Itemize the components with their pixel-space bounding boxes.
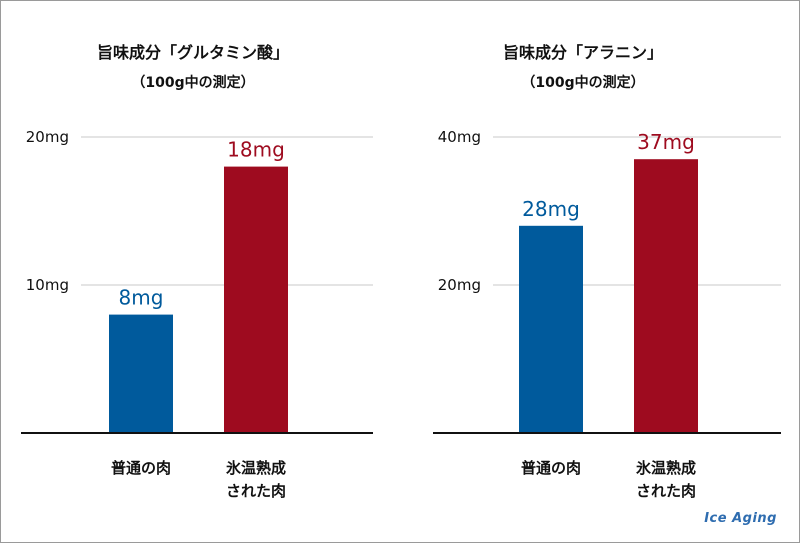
watermark-logo: Ice Aging — [704, 511, 777, 526]
category-label: 氷温熟成 — [636, 459, 696, 477]
bar — [224, 166, 288, 433]
chart-subtitle: （100g中の測定） — [131, 74, 254, 91]
data-label: 18mg — [227, 138, 285, 162]
chart-title: 旨味成分「アラニン」 — [503, 43, 663, 62]
y-tick-label: 40mg — [438, 128, 481, 146]
category-label: 普通の肉 — [111, 459, 171, 477]
chart-title: 旨味成分「グルタミン酸」 — [97, 43, 289, 62]
category-label: された肉 — [636, 482, 696, 500]
data-label: 37mg — [637, 130, 695, 154]
y-tick-label: 20mg — [26, 128, 69, 146]
category-label: 氷温熟成 — [226, 459, 286, 477]
category-label: された肉 — [226, 482, 286, 500]
bar — [519, 225, 583, 433]
y-tick-label: 20mg — [438, 276, 481, 294]
bar — [109, 314, 173, 433]
category-label: 普通の肉 — [521, 459, 581, 477]
bar — [634, 159, 698, 433]
data-label: 28mg — [522, 197, 580, 221]
chart-subtitle: （100g中の測定） — [521, 74, 644, 91]
data-label: 8mg — [119, 286, 164, 310]
y-tick-label: 10mg — [26, 276, 69, 294]
